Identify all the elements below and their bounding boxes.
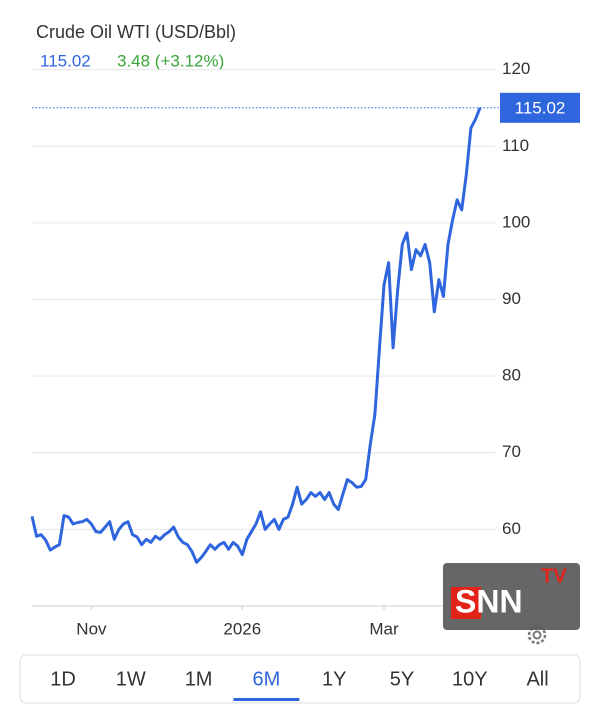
x-tick-label: Mar <box>369 619 399 638</box>
last-price-label: 115.02 <box>515 98 566 117</box>
y-tick-label: 70 <box>502 442 521 461</box>
y-tick-label: 110 <box>502 136 529 155</box>
y-tick-label: 120 <box>502 59 530 78</box>
watermark: TV SNN <box>443 563 580 630</box>
x-tick-label: Nov <box>76 619 107 638</box>
y-tick-label: 100 <box>502 212 530 231</box>
change: 3.48 (+3.12%) <box>117 51 224 70</box>
x-tick-label: 2026 <box>223 619 261 638</box>
range-button[interactable]: 6M <box>253 668 281 690</box>
range-button[interactable]: All <box>526 668 548 690</box>
price-line <box>30 107 482 564</box>
y-tick-label: 90 <box>502 289 521 308</box>
range-bar <box>19 654 581 704</box>
range-button[interactable]: 1D <box>50 668 76 690</box>
range-button[interactable]: 5Y <box>390 668 414 690</box>
y-tick-label: 80 <box>502 366 521 385</box>
range-button[interactable]: 1W <box>116 668 146 690</box>
range-button[interactable]: 1Y <box>322 668 346 690</box>
range-button[interactable]: 10Y <box>452 668 488 690</box>
watermark-logo: SNN <box>455 583 523 619</box>
range-selected-underline <box>233 698 300 701</box>
range-button[interactable]: 1M <box>185 668 213 690</box>
watermark-badge: TV <box>541 565 567 587</box>
price: 115.02 <box>40 51 91 70</box>
watermark-s-box <box>451 587 481 619</box>
y-tick-label: 60 <box>502 519 521 538</box>
chart-title: Crude Oil WTI (USD/Bbl) <box>36 22 236 42</box>
last-price-badge <box>500 92 580 123</box>
